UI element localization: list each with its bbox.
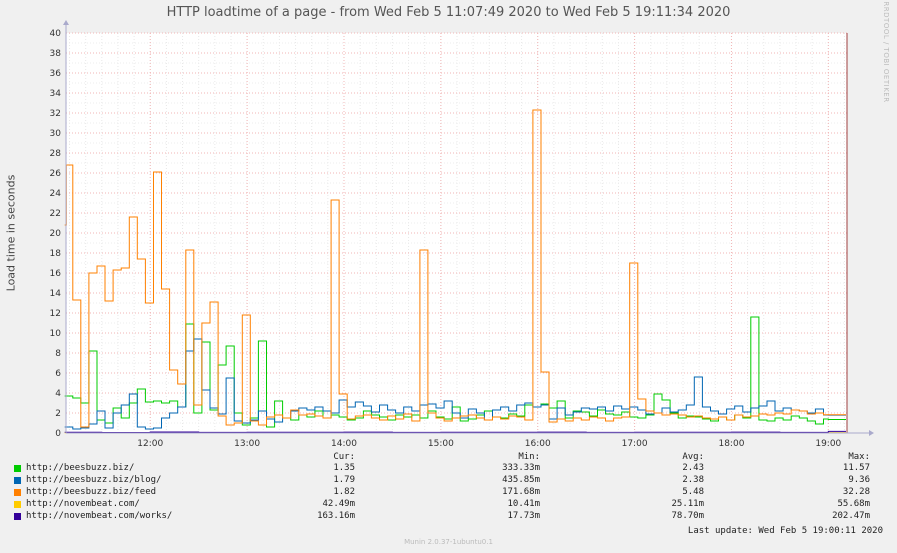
legend-header-min: Min:: [518, 452, 540, 462]
x-tick-label: 12:00: [137, 439, 163, 449]
y-tick-label: 18: [50, 249, 62, 259]
legend-cur: 1.79: [333, 475, 355, 485]
legend-max: 55.68m: [837, 499, 870, 509]
legend-row: http://beesbuzz.biz/ 1.35 333.33m 2.43 1…: [14, 463, 874, 475]
legend-series-name: http://novembeat.com/works/: [26, 511, 173, 521]
y-tick-label: 36: [50, 69, 62, 79]
legend-min: 17.73m: [507, 511, 540, 521]
legend-min: 435.85m: [502, 475, 540, 485]
y-tick-label: 0: [55, 429, 61, 439]
x-axis-arrow: [869, 430, 874, 436]
munin-version-footer: Munin 2.0.37-1ubuntu0.1: [404, 538, 493, 546]
legend-avg: 5.48: [682, 487, 704, 497]
legend-row: http://beesbuzz.biz/feed 1.82 171.68m 5.…: [14, 487, 874, 499]
line-chart: 024681012141618202224262830323436384012:…: [50, 20, 874, 449]
x-tick-label: 13:00: [234, 439, 260, 449]
tick-labels: 024681012141618202224262830323436384012:…: [50, 29, 842, 449]
y-tick-label: 16: [50, 269, 62, 279]
y-axis-arrow: [63, 20, 69, 25]
legend-series-name: http://beesbuzz.biz/feed: [26, 487, 157, 497]
legend-avg: 25.11m: [671, 499, 704, 509]
x-tick-label: 17:00: [622, 439, 648, 449]
y-tick-label: 20: [50, 229, 62, 239]
y-tick-label: 6: [55, 369, 61, 379]
legend-row: http://beesbuzz.biz/blog/ 1.79 435.85m 2…: [14, 475, 874, 487]
legend-avg: 2.43: [682, 463, 704, 473]
legend-max: 11.57: [842, 463, 870, 473]
legend-series-name: http://beesbuzz.biz/: [26, 463, 135, 473]
x-tick-label: 16:00: [525, 439, 551, 449]
legend-cur: 1.82: [333, 487, 355, 497]
y-tick-label: 4: [55, 389, 61, 399]
y-tick-label: 22: [50, 209, 61, 219]
legend-cur: 42.49m: [322, 499, 355, 509]
series-line: [64, 430, 846, 433]
series-line: [64, 109, 846, 428]
legend-max: 9.36: [848, 475, 870, 485]
legend-row: http://novembeat.com/ 42.49m 10.41m 25.1…: [14, 499, 874, 511]
legend-header-cur: Cur:: [333, 452, 355, 462]
legend-avg: 78.70m: [671, 511, 704, 521]
legend-header-max: Max:: [848, 452, 870, 462]
legend-swatch: [14, 465, 21, 472]
legend-avg: 2.38: [682, 475, 704, 485]
grid: [66, 32, 847, 434]
legend-cur: 163.16m: [317, 511, 355, 521]
axes: [63, 20, 874, 436]
legend-series-name: http://beesbuzz.biz/blog/: [26, 475, 162, 485]
y-tick-label: 30: [50, 129, 62, 139]
y-tick-label: 12: [50, 309, 61, 319]
legend-swatch: [14, 477, 21, 484]
legend-series-name: http://novembeat.com/: [26, 499, 140, 509]
legend-min: 333.33m: [502, 463, 540, 473]
y-tick-label: 8: [55, 349, 61, 359]
y-tick-label: 32: [50, 109, 61, 119]
x-tick-label: 15:00: [428, 439, 454, 449]
legend-swatch: [14, 501, 21, 508]
x-tick-label: 18:00: [718, 439, 744, 449]
y-tick-label: 2: [55, 409, 61, 419]
chart-title: HTTP loadtime of a page - from Wed Feb 5…: [166, 5, 731, 20]
legend-cur: 1.35: [333, 463, 355, 473]
y-tick-label: 34: [50, 89, 62, 99]
legend-swatch: [14, 513, 21, 520]
y-tick-label: 14: [50, 289, 62, 299]
y-tick-label: 40: [50, 29, 62, 39]
x-tick-label: 19:00: [815, 439, 841, 449]
legend-max: 202.47m: [832, 511, 870, 521]
legend-swatch: [14, 489, 21, 496]
y-tick-label: 24: [50, 189, 62, 199]
y-tick-label: 10: [50, 329, 62, 339]
y-tick-label: 38: [50, 49, 62, 59]
legend-min: 10.41m: [507, 499, 540, 509]
y-tick-label: 28: [50, 149, 62, 159]
legend-row: http://novembeat.com/works/ 163.16m 17.7…: [14, 511, 874, 523]
y-tick-label: 26: [50, 169, 62, 179]
x-tick-label: 14:00: [331, 439, 357, 449]
legend-header-avg: Avg:: [682, 452, 704, 462]
last-update: Last update: Wed Feb 5 19:00:11 2020: [687, 526, 883, 536]
legend-max: 32.28: [842, 487, 870, 497]
legend-min: 171.68m: [502, 487, 540, 497]
